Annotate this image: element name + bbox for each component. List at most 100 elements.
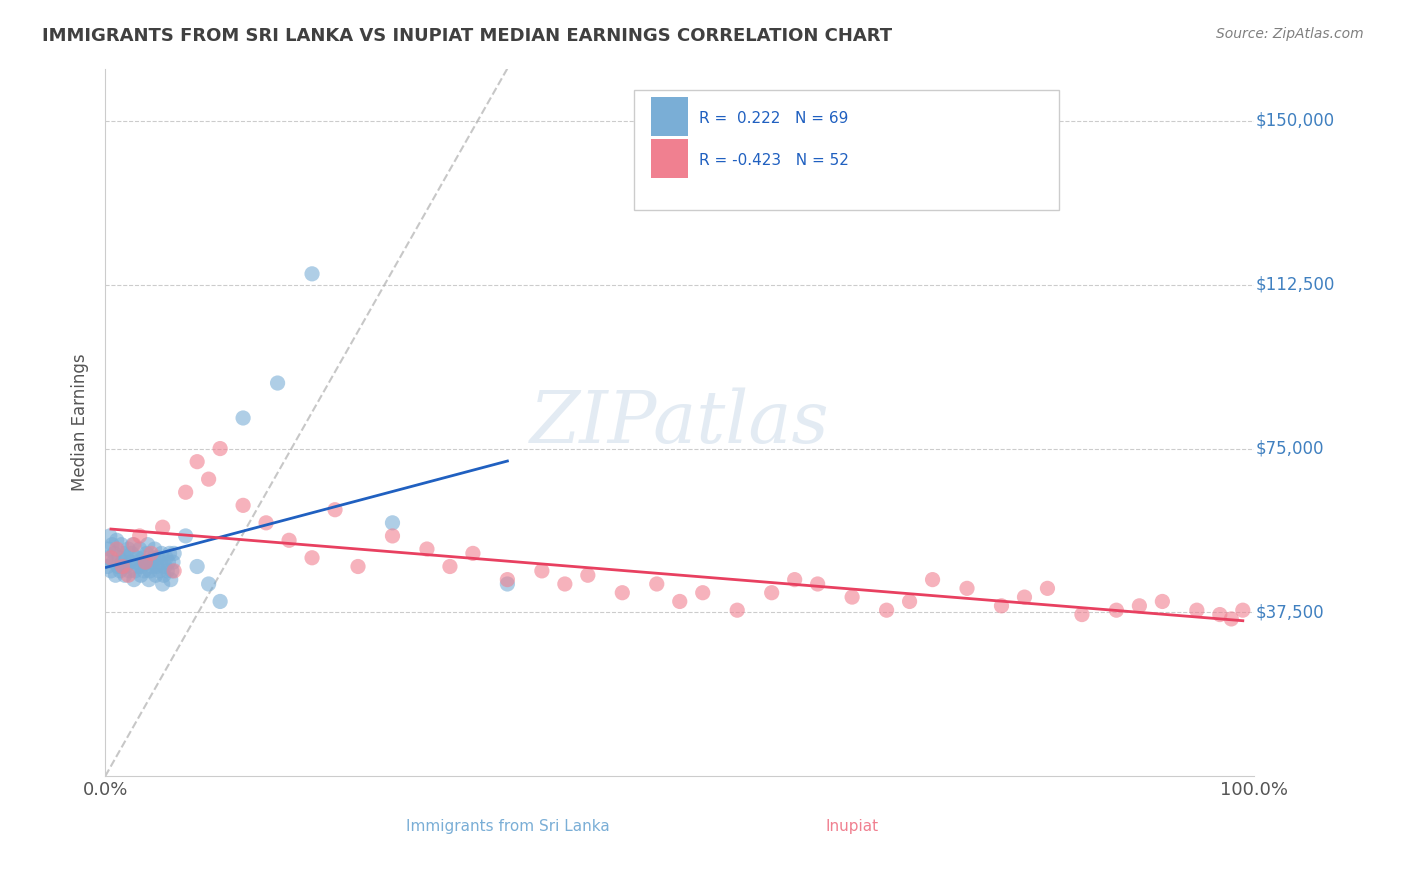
Point: [138, 573, 160, 587]
Point: [174, 485, 197, 500]
Point: [692, 585, 714, 599]
Point: [496, 577, 519, 591]
Point: [115, 550, 138, 565]
FancyBboxPatch shape: [367, 805, 404, 823]
Point: [347, 559, 370, 574]
Point: [921, 573, 943, 587]
Point: [139, 564, 162, 578]
Point: [128, 559, 150, 574]
Point: [197, 577, 219, 591]
Point: [197, 472, 219, 486]
Point: [128, 542, 150, 557]
Y-axis label: Median Earnings: Median Earnings: [72, 353, 89, 491]
Point: [103, 546, 125, 560]
Point: [416, 542, 439, 557]
Text: $37,500: $37,500: [1256, 603, 1324, 622]
Point: [1232, 603, 1254, 617]
Point: [783, 573, 806, 587]
Point: [1014, 590, 1036, 604]
FancyBboxPatch shape: [717, 805, 754, 823]
Point: [266, 376, 288, 390]
Point: [159, 546, 181, 560]
Point: [163, 546, 186, 560]
Point: [122, 538, 145, 552]
Text: Immigrants from Sri Lanka: Immigrants from Sri Lanka: [405, 819, 609, 834]
Point: [461, 546, 484, 560]
FancyBboxPatch shape: [634, 90, 1059, 210]
Point: [209, 442, 232, 456]
Text: ZIPatlas: ZIPatlas: [530, 387, 830, 458]
Point: [129, 568, 152, 582]
Point: [108, 564, 131, 578]
Text: $112,500: $112,500: [1256, 276, 1334, 293]
Point: [112, 546, 135, 560]
Point: [101, 538, 124, 552]
Point: [174, 529, 197, 543]
Point: [107, 559, 129, 574]
Text: Source: ZipAtlas.com: Source: ZipAtlas.com: [1216, 27, 1364, 41]
Point: [111, 559, 134, 574]
Point: [104, 568, 127, 582]
Point: [153, 559, 176, 574]
Point: [1185, 603, 1208, 617]
Point: [145, 568, 167, 582]
Point: [128, 529, 150, 543]
Text: IMMIGRANTS FROM SRI LANKA VS INUPIAT MEDIAN EARNINGS CORRELATION CHART: IMMIGRANTS FROM SRI LANKA VS INUPIAT MED…: [42, 27, 893, 45]
Point: [1128, 599, 1150, 613]
Point: [155, 550, 177, 565]
Point: [209, 594, 232, 608]
Point: [134, 555, 156, 569]
Point: [381, 529, 404, 543]
Point: [132, 550, 155, 565]
Point: [131, 559, 153, 574]
Point: [156, 564, 179, 578]
Point: [186, 455, 208, 469]
Point: [645, 577, 668, 591]
Point: [163, 564, 186, 578]
Point: [111, 555, 134, 569]
Point: [97, 542, 120, 557]
Point: [725, 603, 748, 617]
Point: [114, 568, 136, 582]
Point: [149, 555, 172, 569]
Text: R =  0.222   N = 69: R = 0.222 N = 69: [699, 111, 849, 126]
Point: [278, 533, 301, 548]
Point: [807, 577, 830, 591]
Point: [143, 542, 166, 557]
Point: [124, 564, 146, 578]
Point: [115, 559, 138, 574]
Point: [105, 533, 128, 548]
Point: [530, 564, 553, 578]
Point: [121, 546, 143, 560]
Point: [148, 564, 170, 578]
Text: $75,000: $75,000: [1256, 440, 1324, 458]
Point: [150, 546, 173, 560]
Point: [301, 550, 323, 565]
Point: [1071, 607, 1094, 622]
Point: [254, 516, 277, 530]
FancyBboxPatch shape: [651, 97, 688, 136]
Point: [122, 573, 145, 587]
Point: [146, 550, 169, 565]
Point: [125, 555, 148, 569]
Point: [152, 520, 174, 534]
Point: [135, 546, 157, 560]
Text: R = -0.423   N = 52: R = -0.423 N = 52: [699, 153, 849, 168]
Point: [100, 550, 122, 565]
Point: [841, 590, 863, 604]
Point: [956, 582, 979, 596]
Point: [186, 559, 208, 574]
Point: [761, 585, 783, 599]
Point: [1152, 594, 1174, 608]
Point: [108, 550, 131, 565]
Point: [162, 555, 184, 569]
Point: [160, 564, 183, 578]
Point: [127, 550, 149, 565]
Point: [134, 555, 156, 569]
Point: [1209, 607, 1232, 622]
Point: [152, 577, 174, 591]
Point: [141, 555, 163, 569]
Point: [118, 564, 141, 578]
Point: [120, 555, 142, 569]
Point: [668, 594, 690, 608]
